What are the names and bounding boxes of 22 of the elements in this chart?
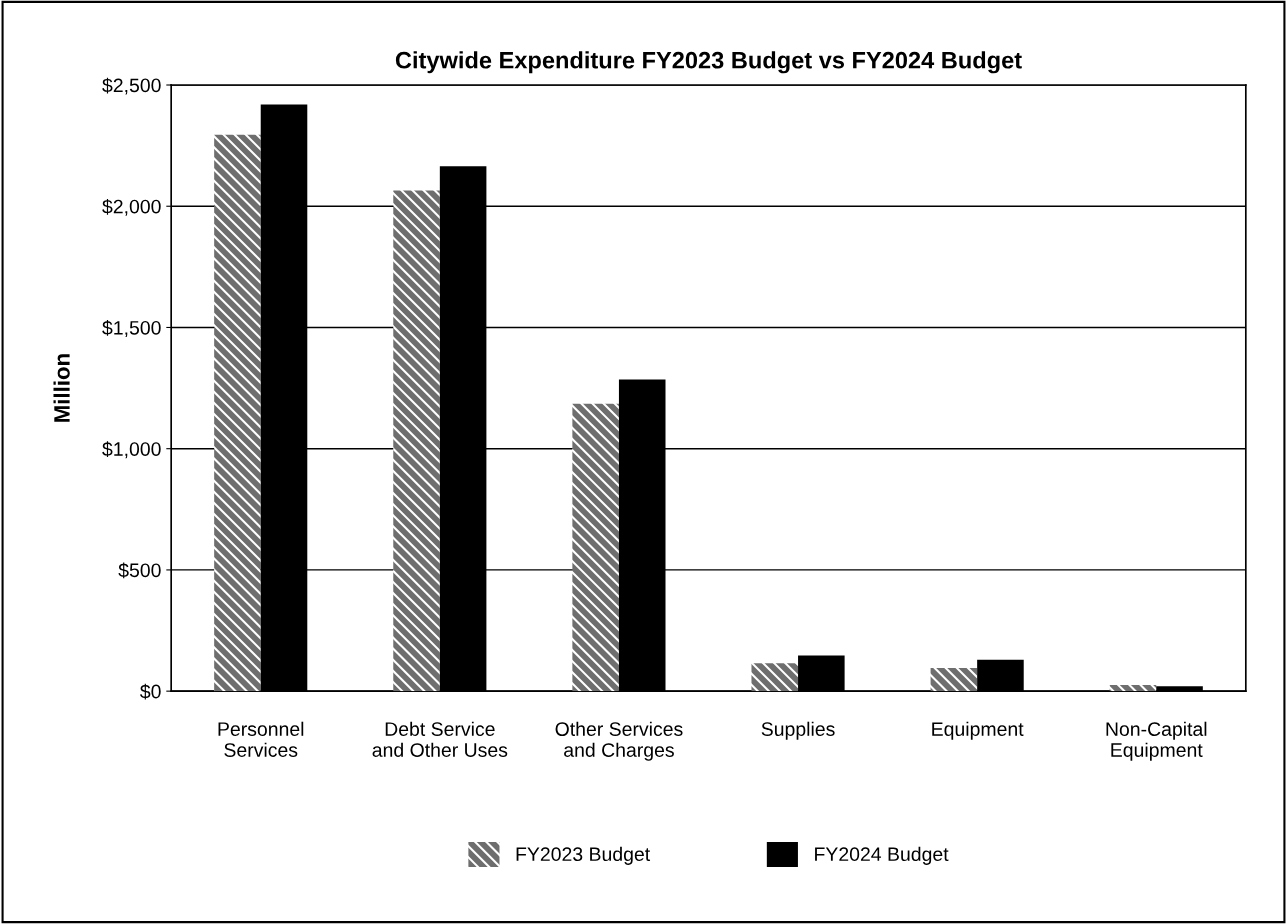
bar xyxy=(393,190,440,692)
y-tick-label: $1,000 xyxy=(102,441,161,459)
y-tick-label: $1,500 xyxy=(102,320,161,337)
x-tick-label: Other Services and Charges xyxy=(555,721,683,761)
x-tick-label: Supplies xyxy=(761,721,835,740)
legend-label: FY2024 Budget xyxy=(815,846,949,865)
bar xyxy=(751,663,799,692)
x-tick-label: Equipment xyxy=(932,721,1024,740)
y-tick-label: $2,000 xyxy=(102,198,161,216)
chart-title: Citywide Expenditure FY2023 Budget vs FY2024 Budget xyxy=(395,51,1022,74)
y-axis-title: Million xyxy=(53,354,70,422)
x-tick-label: Non-Capital Equipment xyxy=(1106,721,1207,761)
y-tick-label: $0 xyxy=(140,683,161,700)
x-tick-label: Debt Service and Other Uses xyxy=(372,721,508,757)
x-tick-label: Personnel Services xyxy=(218,721,304,757)
bar xyxy=(572,403,619,692)
y-tick-label: $2,500 xyxy=(102,77,161,95)
legend-label: FY2023 Budget xyxy=(516,846,651,865)
y-tick-label: $500 xyxy=(118,562,161,579)
bar xyxy=(1109,685,1157,692)
bar xyxy=(214,134,261,692)
bar xyxy=(930,668,978,692)
